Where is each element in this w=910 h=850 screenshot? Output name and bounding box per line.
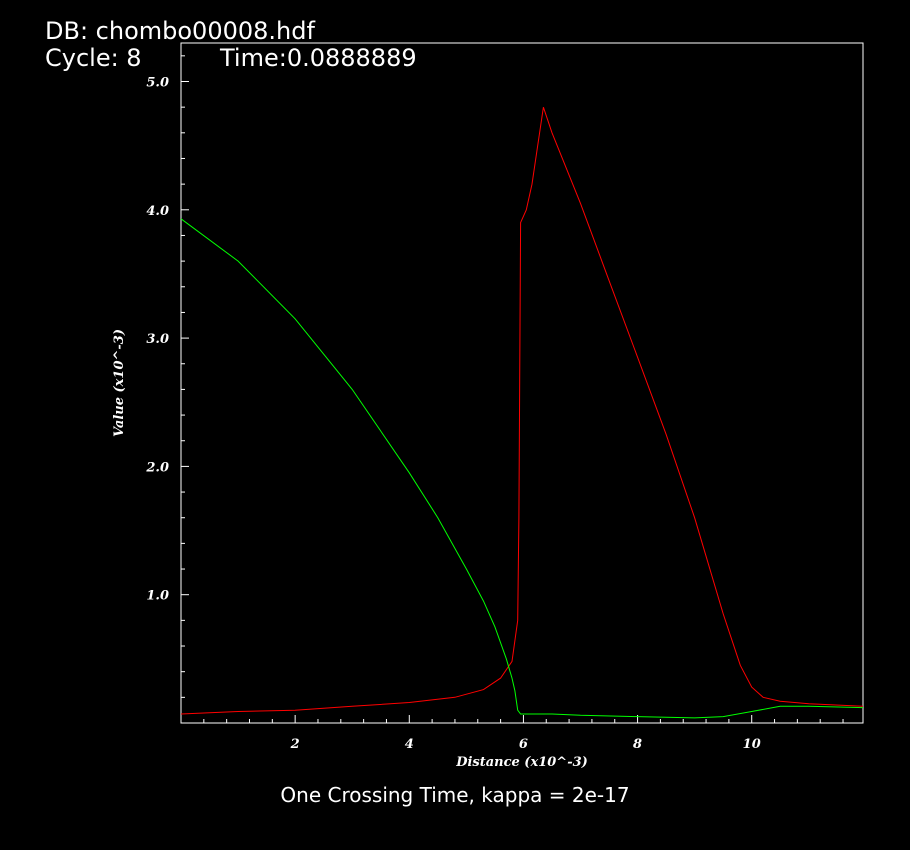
plot-caption: One Crossing Time, kappa = 2e-17 [280, 783, 630, 807]
y-axis-label: Value (x10^-3) [112, 329, 127, 437]
y-tick-label: 4.0 [146, 204, 169, 219]
x-tick-label: 10 [743, 737, 761, 752]
x-axis-label: Distance (x10^-3) [455, 755, 588, 770]
db-filename: DB: chombo00008.hdf [45, 17, 315, 45]
plot-frame [180, 42, 864, 724]
x-tick-label: 2 [290, 737, 300, 752]
series-lines [180, 107, 864, 719]
x-tick-label: 8 [633, 737, 642, 752]
y-tick-label: 1.0 [146, 589, 169, 604]
y-tick-label: 5.0 [146, 75, 169, 90]
series-red-line [180, 107, 864, 715]
x-tick-label: 6 [519, 737, 528, 752]
y-tick-label: 2.0 [145, 460, 169, 475]
y-tick-label: 3.0 [146, 332, 169, 347]
x-tick-label: 4 [405, 737, 414, 752]
cycle-label: Cycle: 8 [45, 44, 142, 72]
time-label: Time:0.0888889 [220, 44, 417, 72]
series-green-line [180, 218, 864, 719]
axis-ticks: 2 4 6 8 10 1.0 2.0 3.0 4.0 5.0 [145, 55, 844, 752]
